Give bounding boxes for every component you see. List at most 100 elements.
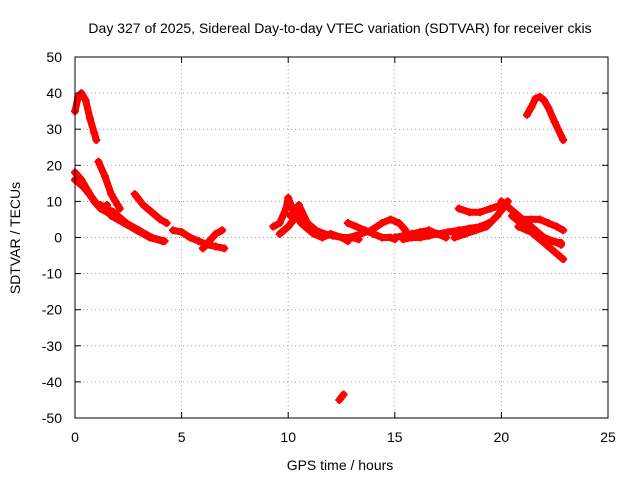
series-arc-13 <box>335 390 348 404</box>
data-point <box>527 103 536 112</box>
data-point <box>550 247 559 256</box>
data-point <box>96 201 105 210</box>
data-point <box>90 128 99 137</box>
series-arc-7 <box>130 190 171 228</box>
data-point <box>390 233 399 242</box>
data-point <box>303 219 312 228</box>
series-arc-24 <box>522 92 568 145</box>
data-point <box>211 229 220 238</box>
data-point <box>407 233 416 242</box>
tick-layer: 0 5 10 15 20 25 -50 -40 -30 -20 -10 0 10 20 30 40 50 <box>42 49 616 445</box>
y-tick-label: -20 <box>42 302 62 318</box>
data-point <box>218 226 227 235</box>
data-point <box>100 172 109 181</box>
y-tick-label: -30 <box>42 338 62 354</box>
data-point <box>540 233 549 242</box>
x-tick-label: 0 <box>71 429 79 445</box>
data-point <box>465 208 474 217</box>
data-point <box>378 219 387 228</box>
data-point <box>378 233 387 242</box>
data-point <box>535 215 544 224</box>
data-point <box>548 237 557 246</box>
data-point <box>352 222 361 231</box>
data-point <box>94 157 103 166</box>
data-point <box>311 226 320 235</box>
data-point <box>169 226 178 235</box>
data-point <box>320 229 329 238</box>
data-point <box>156 215 165 224</box>
data-point <box>139 201 148 210</box>
x-axis-label: GPS time / hours <box>287 457 394 473</box>
y-tick-label: -10 <box>42 266 62 282</box>
data-point <box>522 110 531 119</box>
data-point <box>444 228 453 237</box>
series-arc-15 <box>343 219 399 244</box>
data-point <box>286 211 295 220</box>
data-point <box>522 226 531 235</box>
y-tick-label: 10 <box>46 193 62 209</box>
data-point <box>360 226 369 235</box>
data-point <box>294 201 303 210</box>
data-point <box>335 395 344 404</box>
data-point <box>486 204 495 213</box>
data-point <box>337 233 346 242</box>
data-point <box>386 215 395 224</box>
data-point <box>531 229 540 238</box>
data-point <box>540 96 549 105</box>
data-point <box>162 219 171 228</box>
y-axis-label: SDTVAR / TECUs <box>7 182 23 294</box>
y-tick-label: 0 <box>54 230 62 246</box>
data-point <box>81 96 90 105</box>
y-tick-label: 40 <box>46 85 62 101</box>
data-point <box>145 233 154 242</box>
data-point <box>416 233 425 242</box>
data-point <box>220 244 229 253</box>
x-tick-label: 10 <box>280 429 296 445</box>
data-point <box>482 222 491 231</box>
data-point <box>284 222 293 231</box>
grid-layer <box>75 57 608 418</box>
data-point <box>433 229 442 238</box>
data-point <box>497 197 506 206</box>
data-point <box>454 204 463 213</box>
data-point <box>544 103 553 112</box>
series-arc-22 <box>518 215 568 235</box>
data-point <box>505 204 514 213</box>
data-point <box>130 190 139 199</box>
data-point <box>346 233 355 242</box>
series-trace <box>199 226 226 252</box>
data-point <box>559 136 568 145</box>
data-point <box>527 215 536 224</box>
data-point <box>508 211 517 220</box>
data-point <box>339 390 348 399</box>
y-tick-label: 30 <box>46 121 62 137</box>
data-point <box>205 237 214 246</box>
series-arc-4 <box>94 157 124 213</box>
data-point <box>399 235 408 244</box>
series-trace <box>523 93 567 144</box>
data-point <box>476 208 485 217</box>
y-tick-label: 50 <box>46 49 62 65</box>
data-point <box>158 237 167 246</box>
data-point <box>275 229 284 238</box>
data-point <box>343 219 352 228</box>
y-tick-label: -40 <box>42 374 62 390</box>
data-point <box>544 219 553 228</box>
x-tick-label: 15 <box>387 429 403 445</box>
data-point <box>552 222 561 231</box>
data-point <box>559 255 568 264</box>
data-point <box>518 215 527 224</box>
data-point <box>177 228 186 237</box>
data-point <box>92 136 101 145</box>
y-tick-label: -50 <box>42 410 62 426</box>
data-point <box>120 219 129 228</box>
data-point <box>514 222 523 231</box>
x-tick-label: 20 <box>494 429 510 445</box>
data-point <box>198 244 207 253</box>
data-point <box>461 229 470 238</box>
y-tick-label: 20 <box>46 157 62 173</box>
series-arc-9 <box>198 226 227 253</box>
data-point <box>471 226 480 235</box>
data-point <box>559 226 568 235</box>
